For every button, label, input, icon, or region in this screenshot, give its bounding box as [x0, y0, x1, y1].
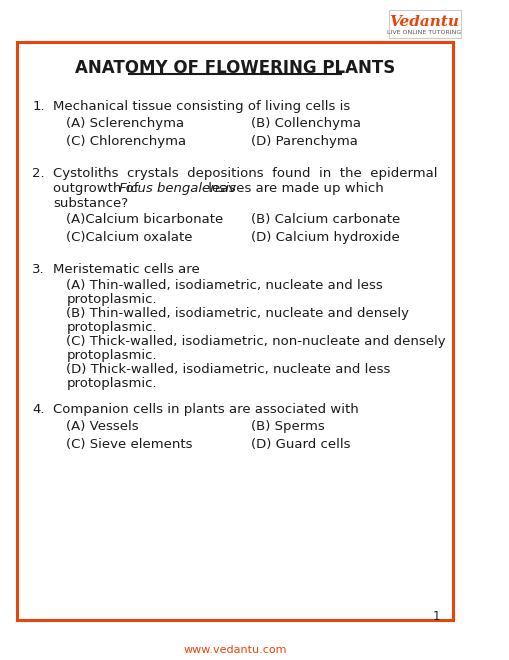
Ellipse shape [138, 150, 432, 530]
Text: (D) Thick-walled, isodiametric, nucleate and less: (D) Thick-walled, isodiametric, nucleate… [66, 363, 390, 376]
Text: protoplasmic.: protoplasmic. [66, 349, 157, 362]
Text: 1: 1 [432, 610, 439, 623]
Text: protoplasmic.: protoplasmic. [66, 377, 157, 390]
Text: (C) Thick-walled, isodiametric, non-nucleate and densely: (C) Thick-walled, isodiametric, non-nucl… [66, 335, 445, 348]
Text: outgrowth of: outgrowth of [53, 182, 143, 195]
Text: leaves are made up which: leaves are made up which [204, 182, 383, 195]
Text: (A) Thin-walled, isodiametric, nucleate and less: (A) Thin-walled, isodiametric, nucleate … [66, 279, 382, 292]
Text: 4.: 4. [32, 403, 45, 416]
Text: (B) Thin-walled, isodiametric, nucleate and densely: (B) Thin-walled, isodiametric, nucleate … [66, 307, 409, 320]
Text: (A) Sclerenchyma: (A) Sclerenchyma [66, 117, 184, 130]
Text: (C) Chlorenchyma: (C) Chlorenchyma [66, 135, 186, 148]
Text: (B) Sperms: (B) Sperms [250, 420, 324, 433]
FancyBboxPatch shape [388, 10, 460, 38]
Text: (D) Parenchyma: (D) Parenchyma [250, 135, 357, 148]
Text: 1.: 1. [32, 100, 45, 113]
Text: Meristematic cells are: Meristematic cells are [53, 263, 200, 276]
Text: 3.: 3. [32, 263, 45, 276]
FancyBboxPatch shape [17, 42, 453, 620]
Text: (D) Calcium hydroxide: (D) Calcium hydroxide [250, 231, 399, 244]
Text: (A) Vessels: (A) Vessels [66, 420, 138, 433]
Text: LIVE ONLINE TUTORING: LIVE ONLINE TUTORING [386, 30, 460, 34]
Text: protoplasmic.: protoplasmic. [66, 321, 157, 334]
Text: protoplasmic.: protoplasmic. [66, 293, 157, 306]
Text: (D) Guard cells: (D) Guard cells [250, 438, 349, 451]
Text: Companion cells in plants are associated with: Companion cells in plants are associated… [53, 403, 358, 416]
Text: ANATOMY OF FLOWERING PLANTS: ANATOMY OF FLOWERING PLANTS [75, 59, 394, 77]
Text: (A)Calcium bicarbonate: (A)Calcium bicarbonate [66, 213, 223, 226]
Text: Cystoliths  crystals  depositions  found  in  the  epidermal: Cystoliths crystals depositions found in… [53, 167, 437, 180]
Text: Mechanical tissue consisting of living cells is: Mechanical tissue consisting of living c… [53, 100, 350, 113]
Text: (B) Calcium carbonate: (B) Calcium carbonate [250, 213, 399, 226]
Text: (B) Collenchyma: (B) Collenchyma [250, 117, 360, 130]
Text: Ficus bengalensis: Ficus bengalensis [119, 182, 235, 195]
Text: www.vedantu.com: www.vedantu.com [183, 645, 286, 655]
Text: (C) Sieve elements: (C) Sieve elements [66, 438, 192, 451]
Text: Vedantu: Vedantu [388, 15, 458, 29]
Text: (C)Calcium oxalate: (C)Calcium oxalate [66, 231, 192, 244]
Text: 2.: 2. [32, 167, 45, 180]
Text: substance?: substance? [53, 197, 128, 210]
